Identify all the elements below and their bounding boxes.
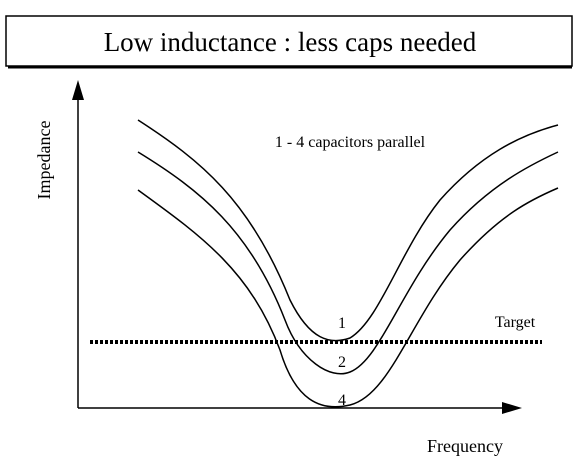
curve-4: [137, 187, 559, 408]
curve-2: [137, 151, 559, 375]
title-box: [5, 15, 573, 67]
x-arrow: [502, 402, 522, 414]
y-axis-label: Impedance: [34, 121, 54, 200]
curve-label: 1: [338, 315, 346, 332]
title: Low inductance : less caps needed: [104, 27, 477, 57]
curve-label: 4: [338, 392, 346, 409]
curve-label: 2: [338, 354, 346, 371]
curve-1: [137, 119, 559, 342]
x-axis-label: Frequency: [427, 436, 503, 456]
annotation: 1 - 4 capacitors parallel: [275, 134, 426, 151]
y-arrow: [72, 80, 84, 100]
target-label: Target: [495, 314, 536, 331]
